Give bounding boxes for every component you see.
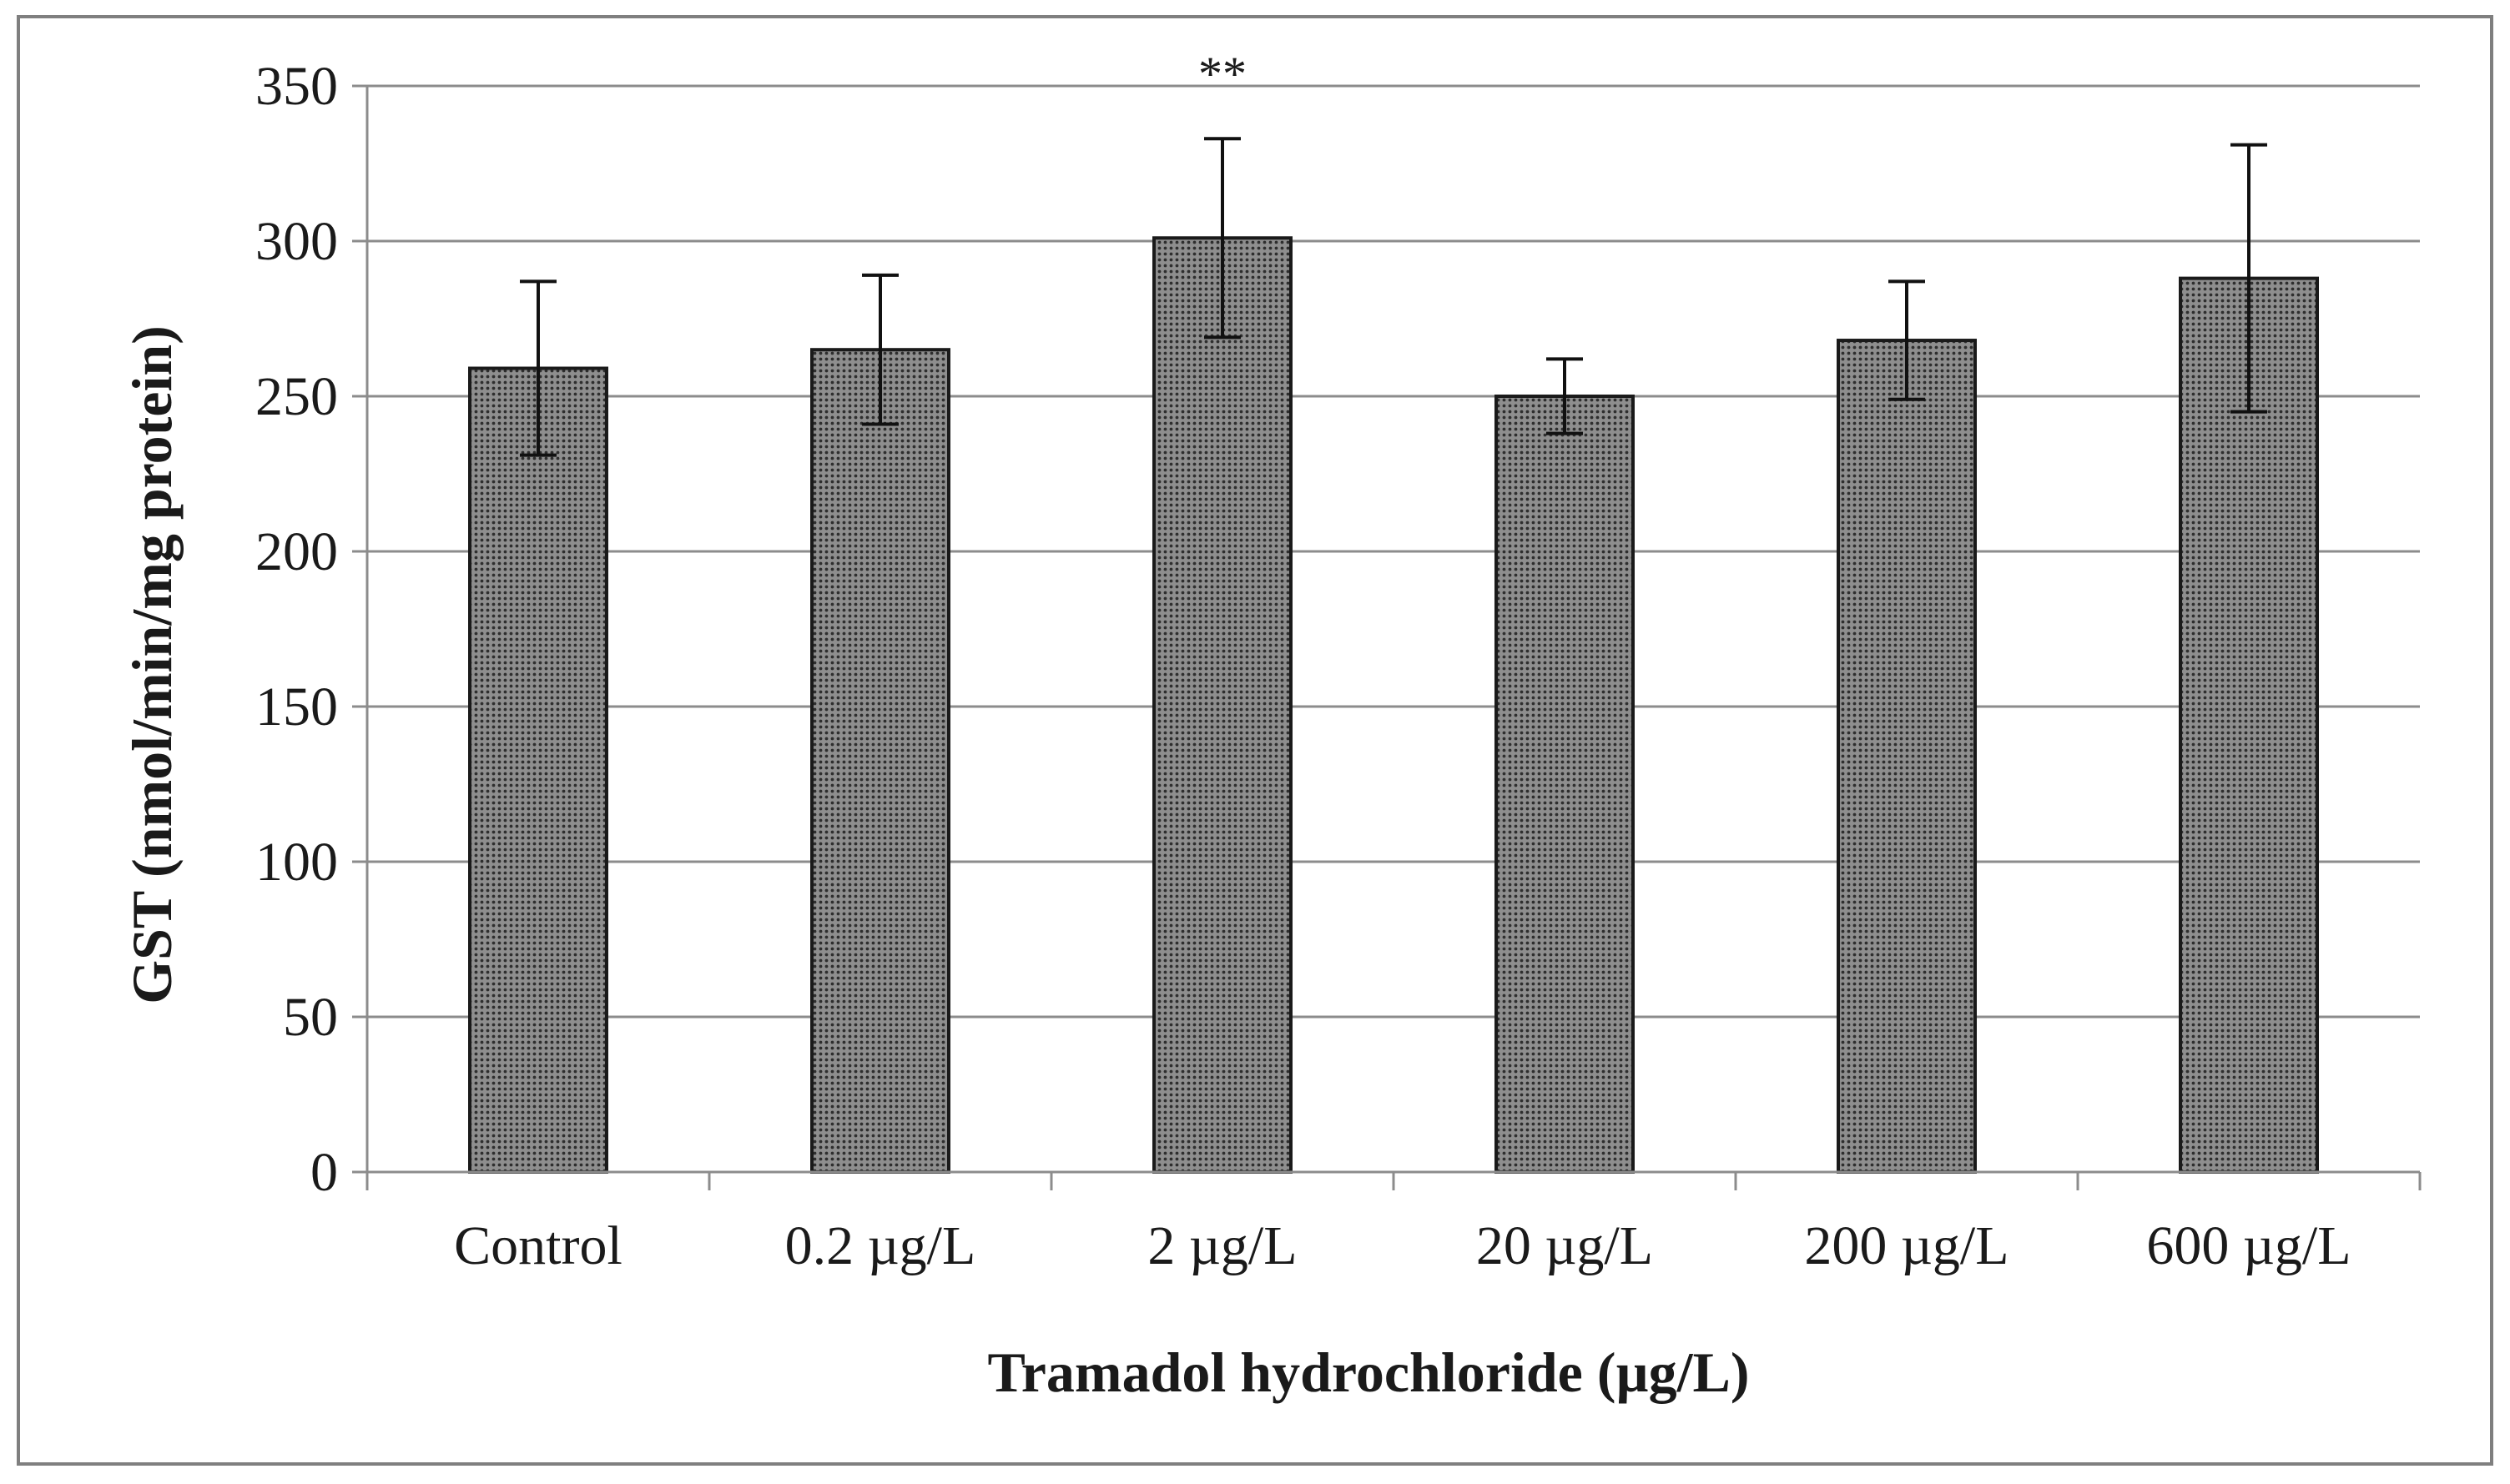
y-tick-label: 50 <box>283 987 338 1048</box>
y-tick-label: 200 <box>255 521 338 582</box>
bar <box>2179 276 2319 1174</box>
x-tick-label: 2 µg/L <box>1147 1215 1297 1276</box>
y-tick-label: 100 <box>255 832 338 893</box>
x-tick-label: Control <box>454 1215 622 1276</box>
bars <box>468 236 2319 1175</box>
labels: 0 50 100 150 200 250 300 350 Control 0.2 µg/L 2 µg… <box>255 47 2351 1276</box>
y-tick-label: 300 <box>255 211 338 272</box>
y-tick-label: 350 <box>255 56 338 117</box>
y-tick-label: 250 <box>255 366 338 427</box>
x-axis-title: Tramadol hydrochloride (µg/L) <box>987 1341 1749 1404</box>
gridlines <box>367 84 2420 1019</box>
y-axis-title: GST (nmol/min/mg protein) <box>120 325 184 1004</box>
bar <box>1152 236 1293 1174</box>
x-tick-label: 20 µg/L <box>1476 1215 1653 1276</box>
bar <box>468 366 608 1174</box>
y-tick-label: 0 <box>310 1142 338 1203</box>
x-tick-label: 600 µg/L <box>2146 1215 2351 1276</box>
x-tick-label: 200 µg/L <box>1804 1215 2009 1276</box>
bar <box>810 348 950 1174</box>
axes <box>352 84 2422 1190</box>
bar <box>1837 339 1977 1175</box>
error-bars <box>520 137 2267 457</box>
significance-marker: ** <box>1198 47 1247 101</box>
x-tick-label: 0.2 µg/L <box>785 1215 976 1276</box>
bar <box>1494 395 1635 1174</box>
y-tick-label: 150 <box>255 677 338 737</box>
